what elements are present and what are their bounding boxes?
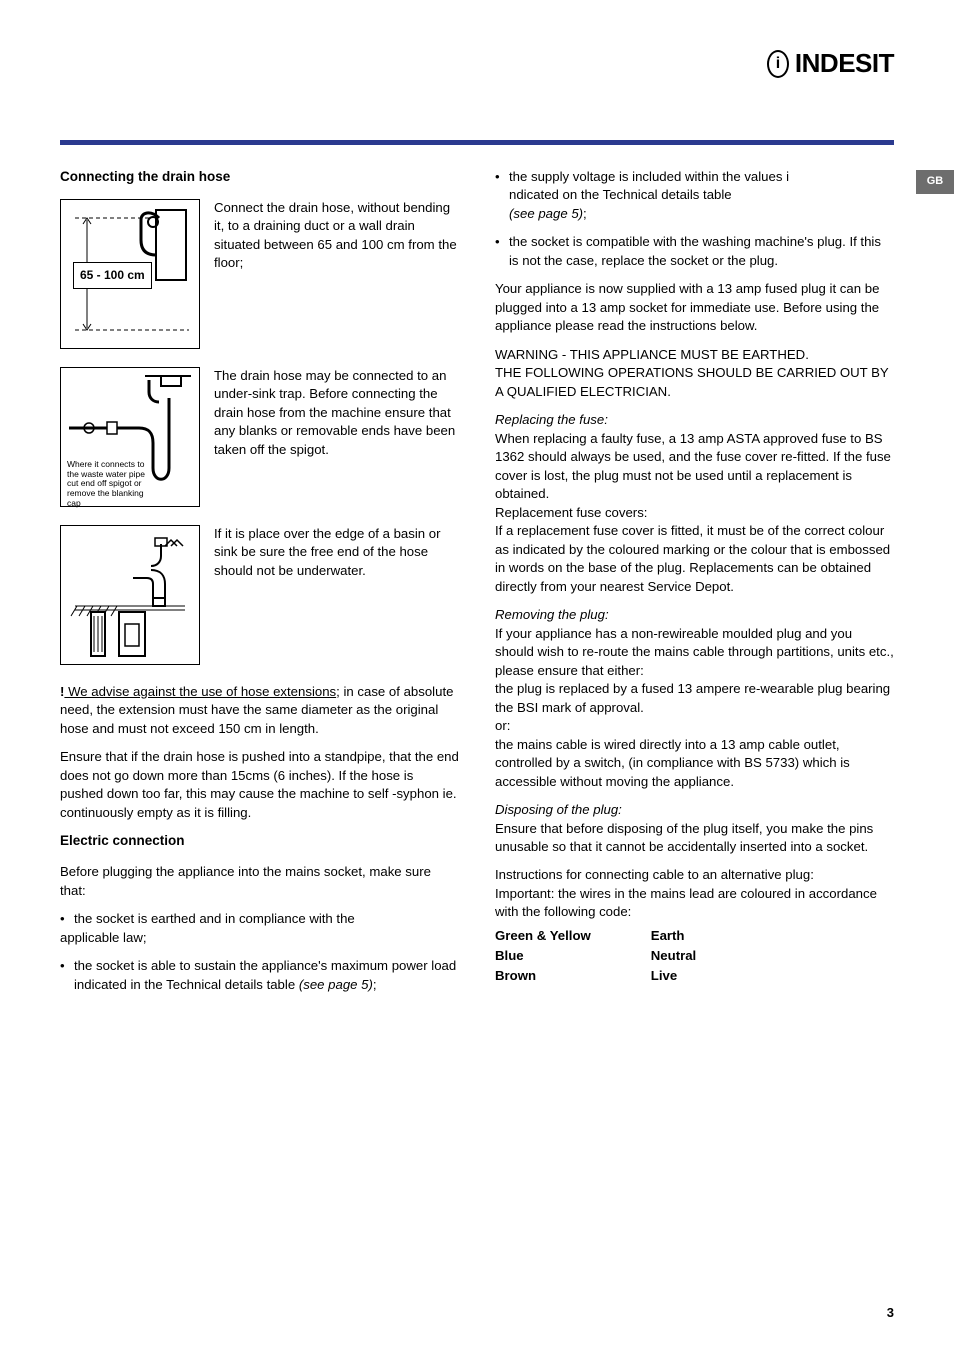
figure-row-1: 65 - 100 cm Connect the drain hose, with… xyxy=(60,199,459,349)
plug-or: or: xyxy=(495,718,510,733)
wire-meaning-column: Earth Neutral Live xyxy=(651,926,696,985)
bullet-voltage-l2: ndicated on the Technical details table xyxy=(509,187,732,202)
figure-row-2: Where it connects to the waste water pip… xyxy=(60,367,459,507)
brand-i-letter: i xyxy=(776,55,780,73)
bullet-voltage-semi: ; xyxy=(583,206,587,221)
bullet-earth-line1: the socket is earthed and in compliance … xyxy=(74,911,355,926)
warning-earthed-l2: THE FOLLOWING OPERATIONS SHOULD BE CARRI… xyxy=(495,365,889,398)
alt-plug-l2: Important: the wires in the mains lead a… xyxy=(495,886,877,919)
dispose-block: Disposing of the plug: Ensure that befor… xyxy=(495,801,894,856)
heading-electric: Electric connection xyxy=(60,832,459,851)
bullet-earth-line2: applicable law; xyxy=(60,929,147,947)
electric-intro: Before plugging the appliance into the m… xyxy=(60,863,459,900)
standpipe-note: Ensure that if the drain hose is pushed … xyxy=(60,748,459,822)
plug-block: Removing the plug: If your appliance has… xyxy=(495,606,894,791)
heading-drain-hose: Connecting the drain hose xyxy=(60,168,459,187)
bullet-socket-compat: the socket is compatible with the washin… xyxy=(495,233,894,270)
plug-p2: the plug is replaced by a fused 13 amper… xyxy=(495,681,890,714)
warning-earthed-l1: WARNING - THIS APPLIANCE MUST BE EARTHED… xyxy=(495,347,809,362)
wire-earth: Earth xyxy=(651,928,685,943)
figure-2-text: The drain hose may be connected to an un… xyxy=(214,367,459,507)
fuse-p2-lead: Replacement fuse covers: xyxy=(495,505,647,520)
fuse-p1: When replacing a faulty fuse, a 13 amp A… xyxy=(495,431,891,501)
wire-blue: Blue xyxy=(495,948,524,963)
header-rule xyxy=(60,140,894,145)
supplied-plug-note: Your appliance is now supplied with a 13… xyxy=(495,280,894,335)
basin-edge-icon xyxy=(61,526,199,664)
wire-colors-column: Green & Yellow Blue Brown xyxy=(495,926,591,985)
brand-word: Indesit xyxy=(795,48,894,79)
wire-live: Live xyxy=(651,968,677,983)
figure-drain-height: 65 - 100 cm xyxy=(60,199,200,349)
bullet-power-ref: (see page 5) xyxy=(299,977,373,992)
figure-row-3: If it is place over the edge of a basin … xyxy=(60,525,459,665)
figure-1-text: Connect the drain hose, without bending … xyxy=(214,199,459,349)
wire-color-table: Green & Yellow Blue Brown Earth Neutral … xyxy=(495,926,894,985)
content-columns: Connecting the drain hose 65 - 100 cm xyxy=(60,168,894,1310)
warning-lead: We advise against the use of hose extens… xyxy=(64,684,336,699)
bullet-voltage: the supply voltage is included within th… xyxy=(495,168,894,223)
figure-height-label: 65 - 100 cm xyxy=(73,262,152,289)
dispose-p: Ensure that before disposing of the plug… xyxy=(495,821,873,854)
wire-neutral: Neutral xyxy=(651,948,696,963)
figure-basin-edge xyxy=(60,525,200,665)
bullet-power-semi: ; xyxy=(373,977,377,992)
wire-green-yellow: Green & Yellow xyxy=(495,928,591,943)
electric-bullets-right: the supply voltage is included within th… xyxy=(495,168,894,270)
alt-plug-intro: Instructions for connecting cable to an … xyxy=(495,866,894,921)
fuse-block: Replacing the fuse: When replacing a fau… xyxy=(495,411,894,596)
figure-2-caption: Where it connects to the waste water pip… xyxy=(67,460,149,509)
bullet-voltage-ref: (see page 5) xyxy=(509,206,583,221)
bullet-power-load: the socket is able to sustain the applia… xyxy=(60,957,459,994)
figure-sink-trap: Where it connects to the waste water pip… xyxy=(60,367,200,507)
bullet-earth: the socket is earthed and in compliance … xyxy=(60,910,459,947)
bullet-power-text: the socket is able to sustain the applia… xyxy=(74,958,456,991)
brand-i-icon: i xyxy=(767,50,789,78)
hose-extension-warning: ! We advise against the use of hose exte… xyxy=(60,683,459,738)
fuse-p2: If a replacement fuse cover is fitted, i… xyxy=(495,523,890,593)
bullet-voltage-l1: the supply voltage is included within th… xyxy=(509,169,789,184)
wire-brown: Brown xyxy=(495,968,536,983)
plug-p3: the mains cable is wired directly into a… xyxy=(495,737,850,789)
electric-bullets-left: the socket is earthed and in compliance … xyxy=(60,910,459,994)
warning-earthed: WARNING - THIS APPLIANCE MUST BE EARTHED… xyxy=(495,346,894,401)
gb-page-tab: GB xyxy=(916,170,954,194)
alt-plug-l1: Instructions for connecting cable to an … xyxy=(495,867,814,882)
plug-p1: If your appliance has a non-rewireable m… xyxy=(495,626,894,678)
right-column: GB the supply voltage is included within… xyxy=(495,168,894,1310)
figure-3-text: If it is place over the edge of a basin … xyxy=(214,525,459,665)
document-page: i Indesit Connecting the drain hose xyxy=(0,0,954,1350)
left-column: Connecting the drain hose 65 - 100 cm xyxy=(60,168,459,1310)
plug-heading: Removing the plug: xyxy=(495,607,609,622)
page-number: 3 xyxy=(887,1305,894,1320)
fuse-heading: Replacing the fuse: xyxy=(495,412,608,427)
brand-logo: i Indesit xyxy=(767,48,894,79)
dispose-heading: Disposing of the plug: xyxy=(495,802,622,817)
